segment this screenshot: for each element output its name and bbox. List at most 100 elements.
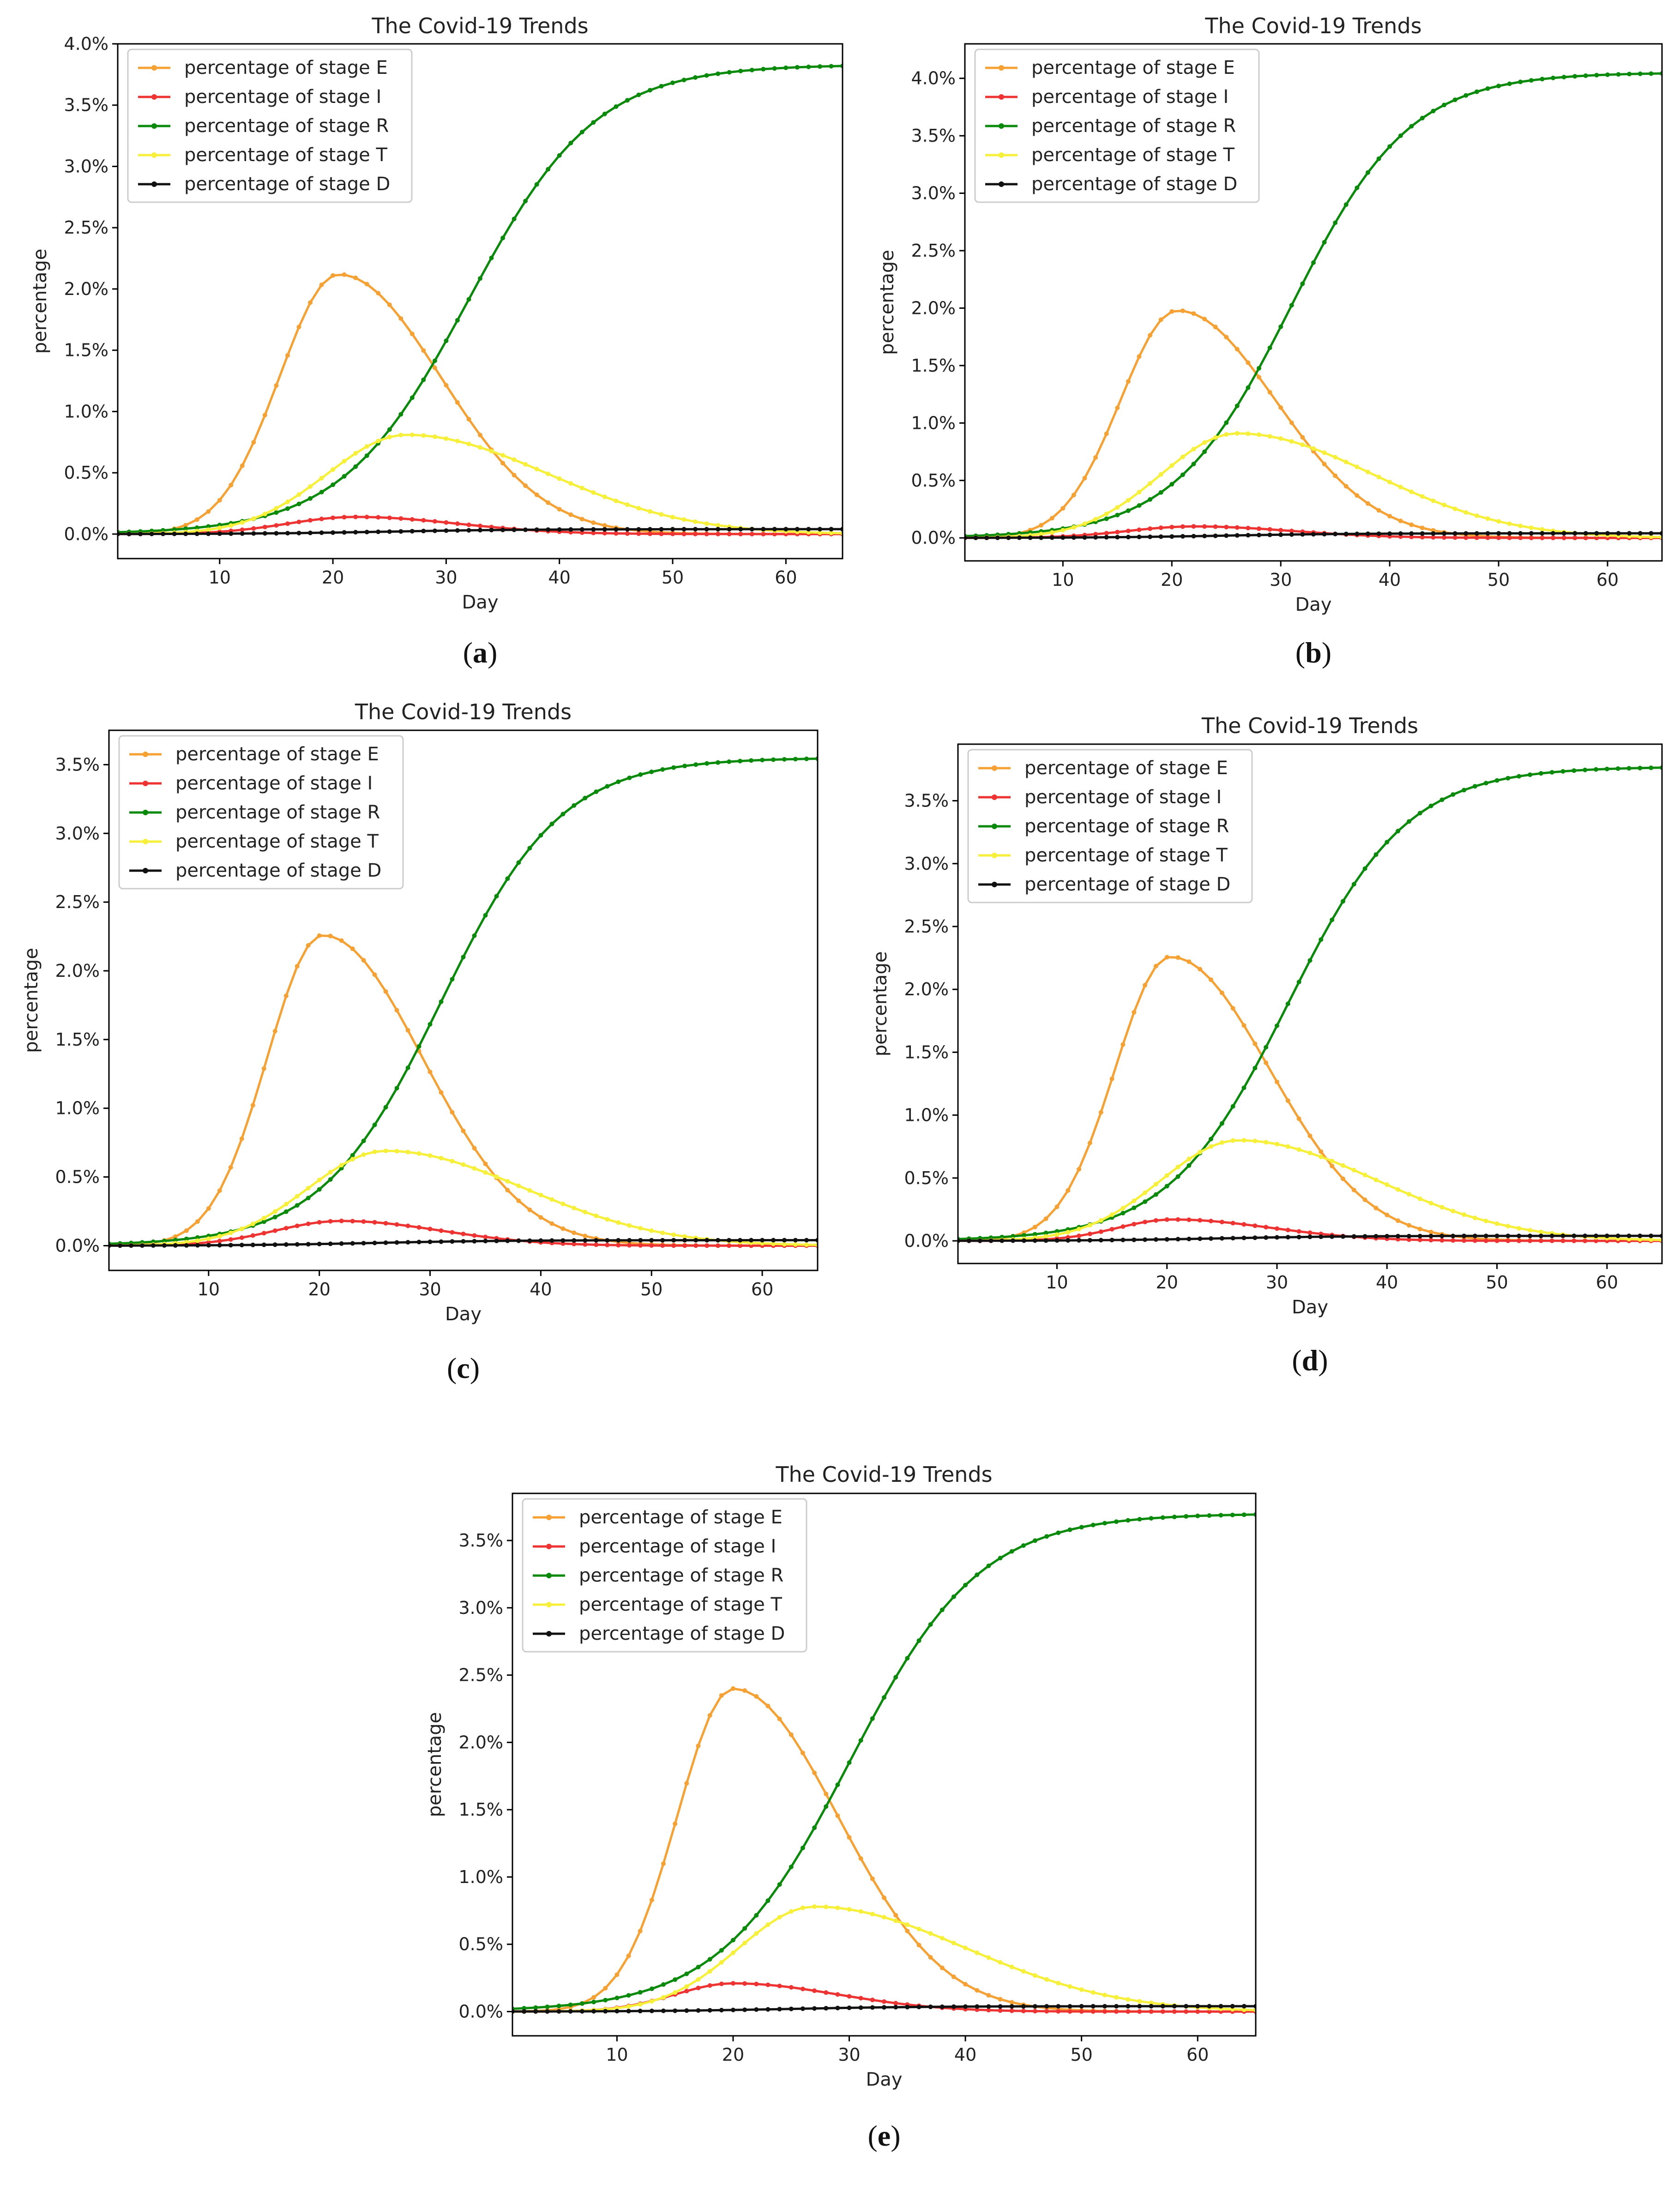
data-point	[1409, 535, 1414, 540]
data-point	[671, 1243, 676, 1248]
data-point	[1549, 770, 1554, 775]
y-tick-label: 2.0%	[55, 961, 100, 981]
data-point	[916, 1943, 921, 1948]
data-point	[1054, 1229, 1060, 1234]
data-point	[1043, 1234, 1048, 1239]
data-point	[1230, 1138, 1235, 1143]
data-point	[394, 1149, 399, 1154]
data-point	[616, 1238, 621, 1243]
data-point	[627, 1243, 632, 1248]
data-point	[512, 527, 517, 532]
data-point	[483, 1170, 488, 1175]
data-point	[261, 1219, 266, 1224]
data-point	[466, 528, 471, 533]
data-point	[1172, 2009, 1177, 2014]
data-point	[364, 444, 369, 449]
data-point	[1209, 1236, 1213, 1241]
x-tick-label: 10	[1052, 570, 1074, 590]
data-point	[1351, 1234, 1356, 1239]
data-point	[1373, 1234, 1379, 1239]
data-point	[1160, 2009, 1165, 2014]
data-point	[444, 528, 449, 533]
data-point	[319, 517, 324, 522]
data-point	[1285, 1235, 1290, 1239]
legend-label: percentage of stage E	[1031, 57, 1235, 78]
data-point	[1011, 1238, 1016, 1243]
y-tick-label: 3.5%	[64, 95, 108, 115]
data-point	[1362, 1173, 1367, 1178]
data-point	[1583, 767, 1588, 772]
data-point	[1267, 527, 1272, 532]
data-point	[1021, 1969, 1026, 1974]
data-point	[661, 2008, 666, 2013]
data-point	[1079, 1525, 1084, 1530]
data-point	[472, 1146, 477, 1151]
data-point	[376, 439, 381, 444]
data-point	[261, 1231, 266, 1236]
data-point	[649, 1238, 654, 1243]
x-tick-label: 40	[954, 2045, 976, 2065]
data-point	[1385, 1212, 1390, 1217]
data-point	[951, 1941, 956, 1945]
data-point	[251, 440, 256, 445]
data-point	[1148, 497, 1153, 502]
data-point	[549, 1221, 554, 1226]
legend-label: percentage of stage R	[579, 1565, 783, 1586]
data-point	[1104, 531, 1109, 535]
data-point	[605, 1217, 610, 1222]
data-point	[858, 1909, 863, 1914]
data-point	[533, 2009, 538, 2014]
data-point	[1278, 405, 1283, 410]
y-tick-label: 3.0%	[911, 183, 956, 204]
data-point	[1439, 1233, 1445, 1239]
data-point	[870, 2005, 875, 2010]
data-point	[579, 527, 584, 532]
data-point	[1060, 506, 1066, 511]
data-point	[416, 1225, 422, 1230]
y-tick-label: 0.5%	[904, 1168, 949, 1188]
data-point	[1540, 531, 1545, 536]
data-point	[928, 1955, 933, 1960]
data-point	[1322, 462, 1327, 467]
data-point	[693, 527, 698, 532]
data-point	[472, 1239, 477, 1244]
data-point	[847, 2005, 852, 2010]
data-point	[545, 2004, 550, 2009]
data-point	[1296, 1116, 1301, 1121]
data-point	[626, 1993, 631, 1998]
data-point	[1126, 535, 1131, 540]
data-point	[795, 527, 800, 532]
data-point	[428, 1227, 433, 1232]
data-point	[761, 527, 766, 532]
data-point	[183, 526, 188, 531]
data-point	[478, 523, 482, 529]
chart-panel-a: The Covid-19 Trends 10 20 30 40 50 60 0.0% 0.5% 1…	[30, 13, 843, 669]
y-tick-label: 1.0%	[64, 401, 108, 421]
data-point	[1044, 1534, 1049, 1539]
x-tick-label: 50	[640, 1279, 662, 1300]
data-point	[579, 2009, 584, 2014]
data-point	[1158, 490, 1163, 495]
data-point	[754, 1981, 759, 1986]
data-point	[1322, 240, 1327, 245]
data-point	[1649, 765, 1654, 770]
data-point	[625, 527, 630, 532]
data-point	[682, 1243, 687, 1248]
data-point	[705, 1238, 710, 1243]
data-point	[1417, 1196, 1422, 1201]
data-point	[1398, 518, 1403, 523]
data-point	[804, 756, 809, 761]
data-point	[421, 377, 426, 382]
data-point	[1551, 535, 1556, 541]
legend-box	[974, 48, 1260, 203]
data-point	[295, 1203, 300, 1208]
data-point	[893, 1675, 898, 1680]
y-tick-label: 1.5%	[64, 340, 108, 361]
y-tick-label: 3.0%	[64, 156, 108, 176]
data-point	[772, 531, 777, 536]
data-point	[707, 2008, 712, 2013]
data-point	[1230, 1236, 1235, 1241]
data-point	[1195, 2003, 1200, 2009]
data-point	[1115, 512, 1120, 517]
legend-label: percentage of stage T	[579, 1594, 782, 1615]
